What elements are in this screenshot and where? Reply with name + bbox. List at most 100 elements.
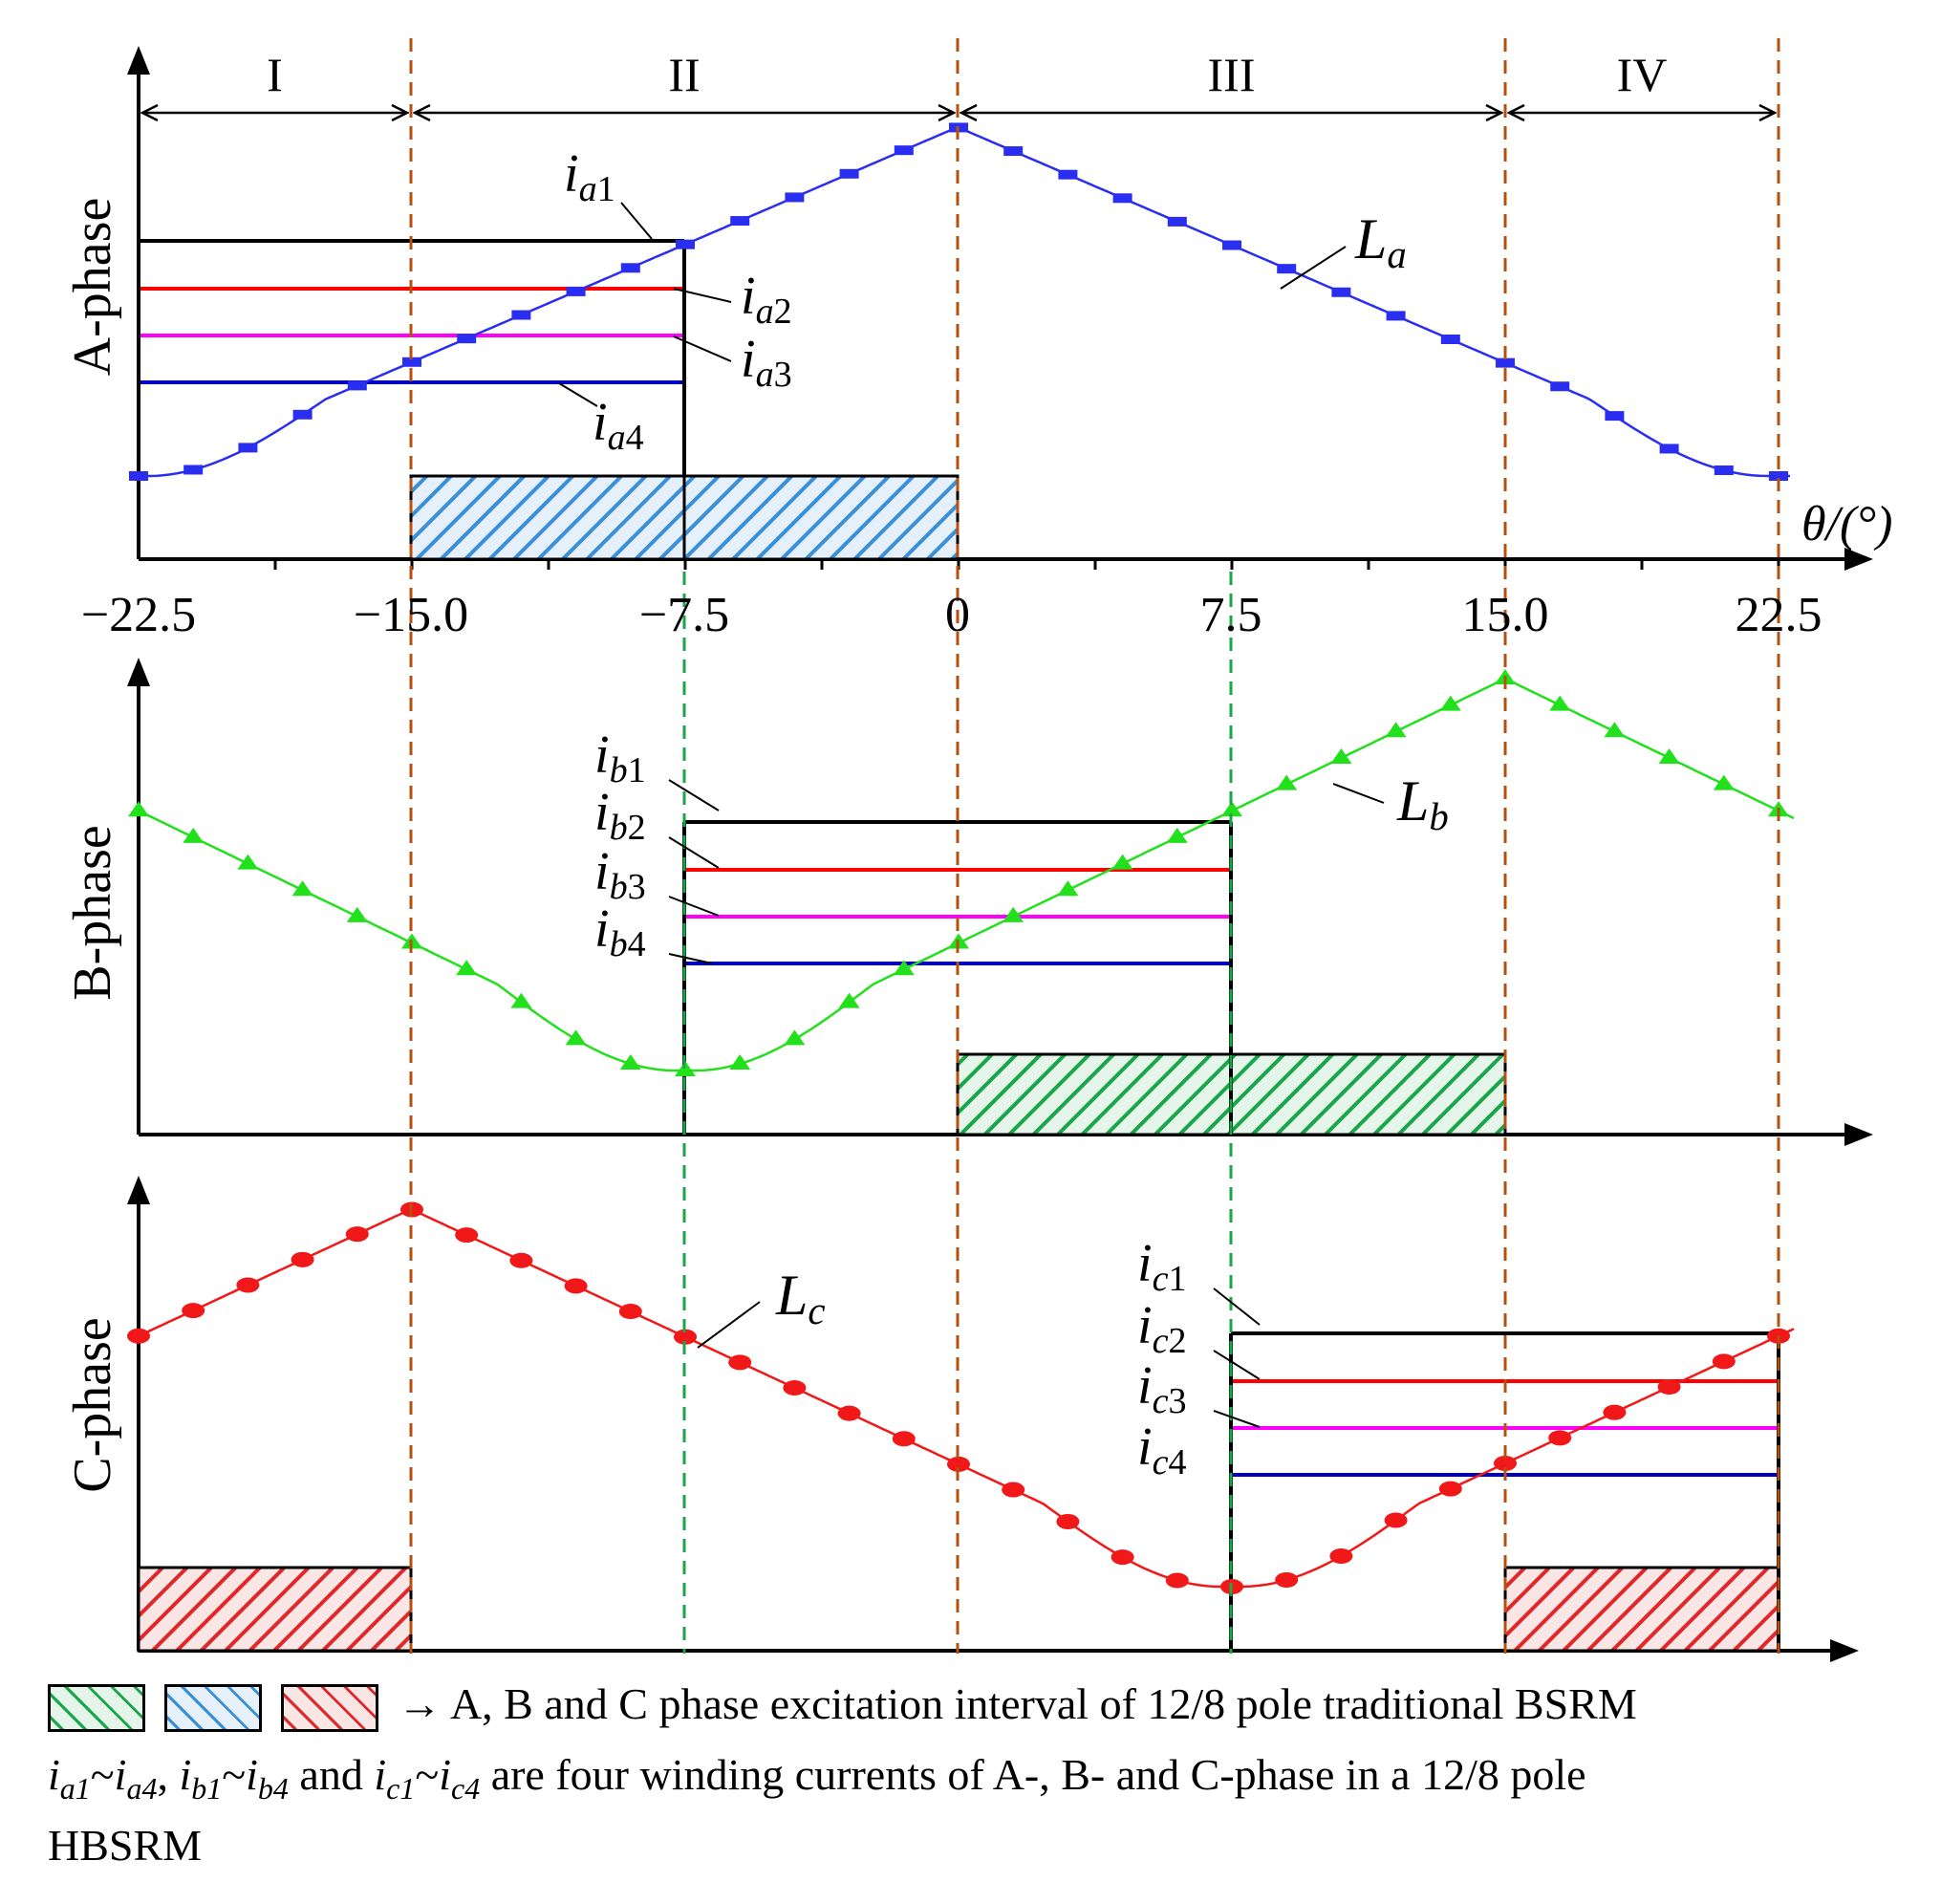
inductance-marker-A xyxy=(1167,216,1187,227)
inductance-marker-C xyxy=(291,1251,314,1267)
inductance-marker-A xyxy=(347,380,367,391)
x-tick-label: −7.5 xyxy=(639,588,729,642)
inductance-marker-C xyxy=(947,1456,970,1472)
legend-line-3: HBSRM xyxy=(48,1820,202,1871)
region-label-3: III xyxy=(1208,48,1256,101)
inductance-label-B: Lb xyxy=(1396,769,1449,838)
inductance-marker-C xyxy=(892,1431,916,1447)
legend-i: i xyxy=(179,1750,192,1799)
legend-tilde: ~ xyxy=(222,1750,247,1799)
leader-ib4 xyxy=(668,953,713,964)
leader-ia1 xyxy=(620,202,653,240)
inductance-label-C: Lc xyxy=(775,1264,825,1332)
inductance-marker-B xyxy=(291,880,313,897)
inductance-marker-C xyxy=(1657,1379,1681,1396)
inductance-curve-C xyxy=(138,1208,1795,1589)
leader-Lb xyxy=(1332,783,1385,804)
inductance-marker-B xyxy=(565,1029,587,1046)
inductance-marker-C xyxy=(564,1278,588,1294)
x-tick-label: 7.5 xyxy=(1200,588,1262,642)
current-label-b3: ib3 xyxy=(594,842,646,907)
inductance-marker-A xyxy=(1277,264,1297,274)
inductance-marker-C xyxy=(182,1303,205,1319)
current-label-a3: ia3 xyxy=(741,330,792,395)
leader-ic3 xyxy=(1213,1410,1261,1428)
legend-tilde: ~ xyxy=(90,1750,115,1799)
labels: −22.5 −15.0 −7.5 0 7.5 15.0 22.5 θ/(°) A-phase B-… xyxy=(63,144,1892,1493)
legend-sub-c4: c4 xyxy=(450,1771,481,1807)
inductance-marker-A xyxy=(620,263,640,273)
inductance-marker-B xyxy=(1385,722,1407,738)
y-axis-label-C: C-phase xyxy=(63,1317,122,1493)
inductance-marker-A xyxy=(1222,240,1241,250)
inductance-marker-A xyxy=(1496,357,1515,368)
leader-Lc xyxy=(697,1301,761,1349)
legend-text-3: HBSRM xyxy=(48,1821,203,1870)
inductance-marker-A xyxy=(1003,146,1024,157)
inductance-marker-C xyxy=(345,1226,369,1243)
legend-sub-a4: a4 xyxy=(126,1771,158,1807)
inductance-marker-B xyxy=(1330,747,1352,764)
legend-i: i xyxy=(48,1750,60,1799)
legend-sub-c1: c1 xyxy=(386,1771,416,1807)
inductance-marker-C xyxy=(674,1329,697,1345)
inductance-marker-A xyxy=(1714,465,1734,476)
legend-i: i xyxy=(114,1750,127,1799)
leader-ic2 xyxy=(1213,1350,1261,1380)
current-label-b2: ib2 xyxy=(594,783,646,848)
inductance-marker-C xyxy=(1002,1482,1025,1498)
inductance-marker-B xyxy=(1003,906,1024,922)
inductance-marker-B xyxy=(1111,854,1133,870)
inductance-marker-A xyxy=(1440,335,1460,345)
legend-swatch-blue xyxy=(164,1684,262,1733)
inductance-marker-A xyxy=(785,192,805,203)
inductance-marker-A xyxy=(1112,193,1132,204)
inductance-marker-B xyxy=(183,827,205,843)
legend-and: and xyxy=(288,1750,375,1799)
inductance-marker-A xyxy=(839,168,859,179)
x-tick-label: −22.5 xyxy=(81,588,196,642)
current-label-b4: ib4 xyxy=(594,899,646,964)
region-label-4: IV xyxy=(1617,48,1668,101)
inductance-marker-B xyxy=(1057,880,1079,897)
leader-ia4 xyxy=(558,382,598,407)
y-axis-arrow-A xyxy=(127,46,150,75)
inductance-curve-B xyxy=(138,678,1795,1072)
legend-i: i xyxy=(439,1750,451,1799)
inductance-marker-C xyxy=(1111,1549,1134,1566)
inductance-label-A: La xyxy=(1354,207,1407,276)
leader-ib3 xyxy=(668,896,720,917)
inductance-marker-B xyxy=(1658,747,1680,764)
x-axis-arrow-B xyxy=(1844,1123,1873,1146)
inductance-marker-C xyxy=(1494,1455,1517,1471)
inductance-marker-C xyxy=(1275,1571,1299,1588)
inductance-marker-B xyxy=(1439,695,1461,711)
inductance-marker-A xyxy=(238,443,258,453)
inductance-marker-B xyxy=(237,854,259,870)
y-axis-label-B: B-phase xyxy=(63,825,122,1001)
inductance-marker-A xyxy=(1659,444,1679,454)
inductance-marker-A xyxy=(1331,287,1351,297)
legend-line-1: → A, B and C phase excitation interval o… xyxy=(48,1678,1637,1733)
x-tick-label: 15.0 xyxy=(1462,588,1549,642)
legend-swatch-red xyxy=(281,1684,378,1733)
legend-sub-b4: b4 xyxy=(257,1771,289,1807)
legend-rest: are four winding currents of A-, B- and … xyxy=(480,1750,1586,1799)
legend-sub-b1: b1 xyxy=(191,1771,223,1807)
inductance-marker-B xyxy=(784,1029,806,1046)
x-tick-label: 22.5 xyxy=(1736,588,1822,642)
inductance-marker-C xyxy=(783,1379,807,1396)
legend-i: i xyxy=(374,1750,387,1799)
inductance-marker-C xyxy=(509,1252,533,1268)
inductance-marker-C xyxy=(236,1277,260,1293)
inductance-marker-A xyxy=(183,465,204,475)
leader-ib2 xyxy=(668,836,720,869)
legend-i: i xyxy=(246,1750,258,1799)
inductance-curves xyxy=(127,122,1795,1594)
inductance-marker-C xyxy=(1438,1481,1462,1497)
inductance-marker-B xyxy=(346,906,368,922)
inductance-marker-B xyxy=(729,1053,751,1070)
inductance-marker-C xyxy=(1603,1404,1627,1420)
angle-dividers xyxy=(409,38,1780,1654)
y-axis-arrow-C xyxy=(127,1176,150,1204)
